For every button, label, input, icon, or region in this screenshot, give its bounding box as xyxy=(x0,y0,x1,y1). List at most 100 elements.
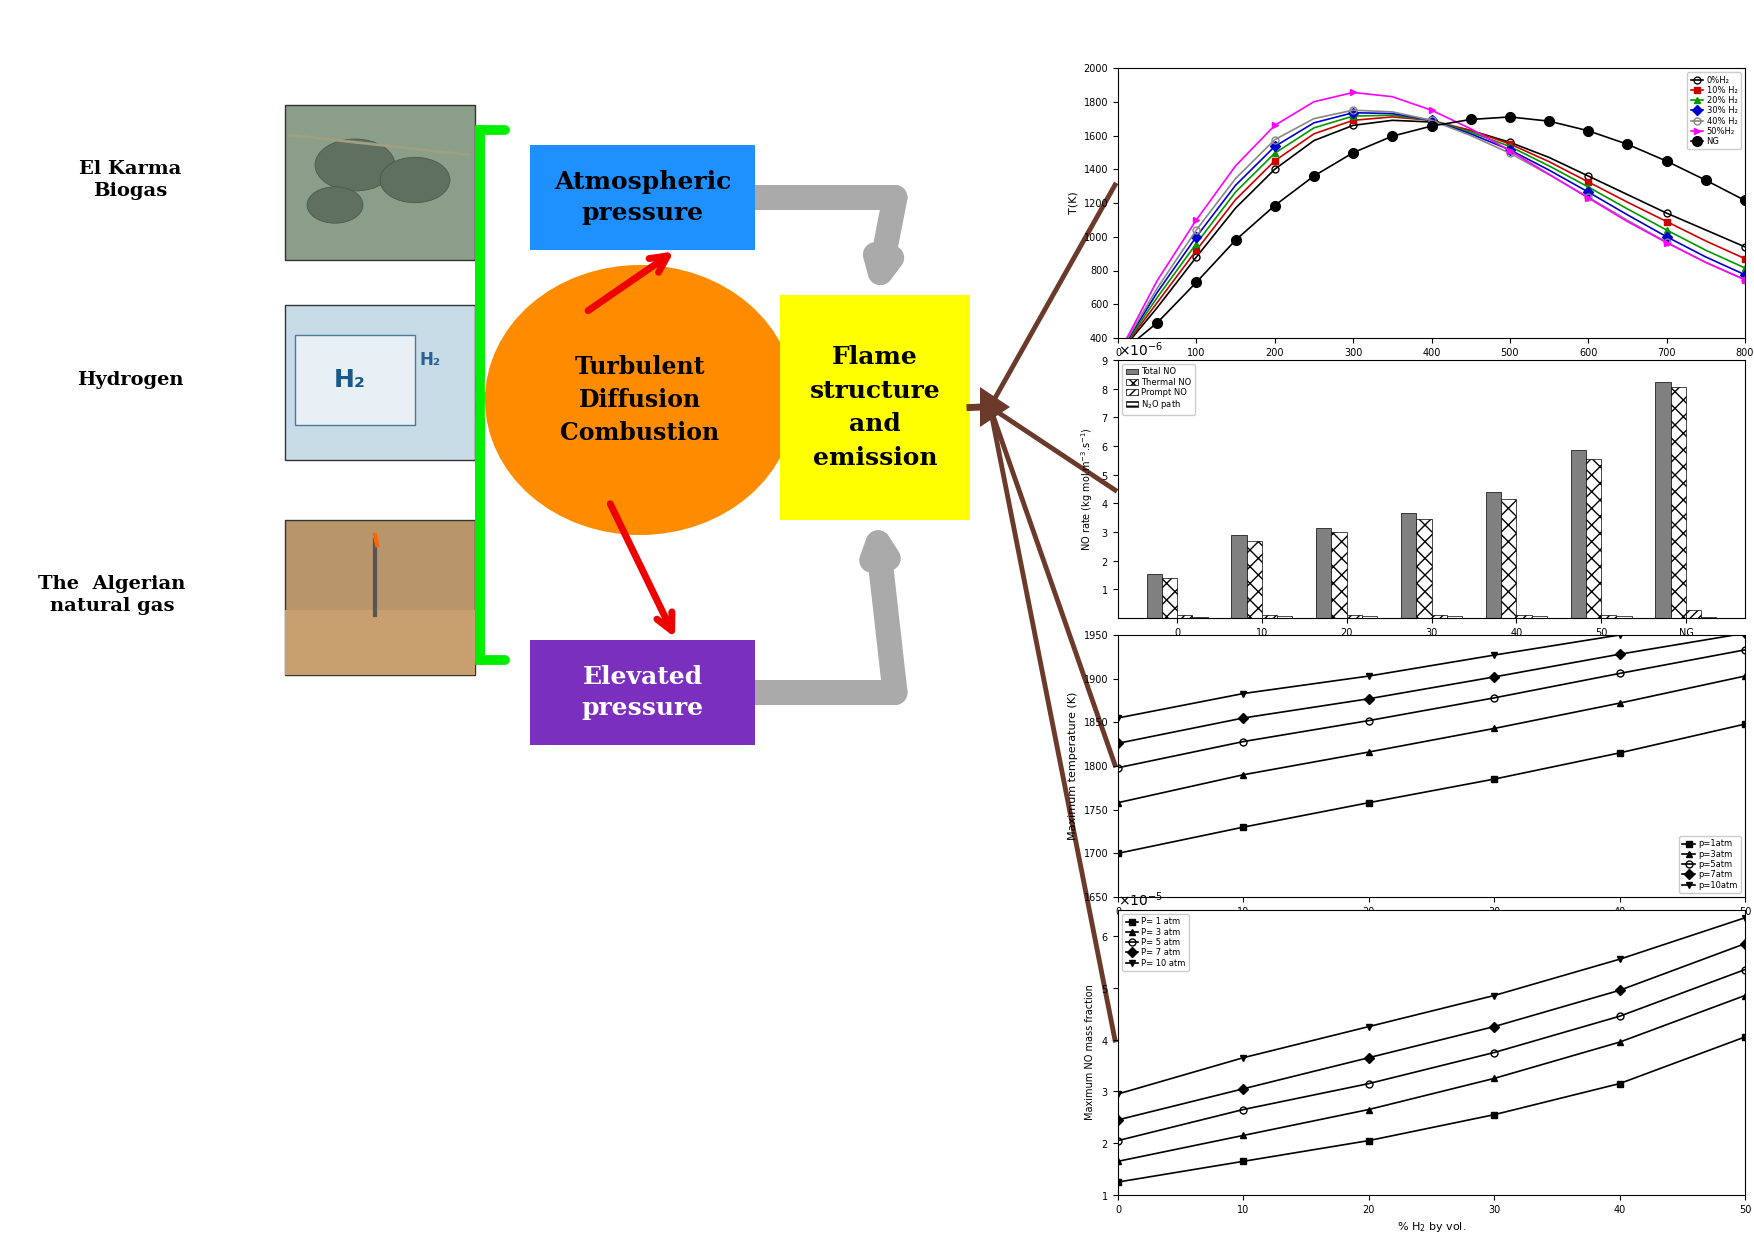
0%H₂ xyxy=(1303,133,1324,148)
20% H₂ xyxy=(1382,108,1403,123)
20% H₂ xyxy=(1107,347,1128,362)
Line: NG: NG xyxy=(1114,112,1750,360)
Ellipse shape xyxy=(307,187,363,223)
p=10atm xyxy=(1358,668,1379,683)
p=1atm xyxy=(1107,846,1128,861)
50%H₂ xyxy=(1500,144,1521,159)
30% H₂ xyxy=(1656,229,1677,244)
P= 7 atm xyxy=(1358,1050,1379,1065)
30% H₂ xyxy=(1224,177,1245,192)
40% H₂ xyxy=(1735,273,1754,288)
Text: El Karma
Biogas: El Karma Biogas xyxy=(79,160,181,200)
Bar xyxy=(284,520,475,675)
20% H₂ xyxy=(1579,180,1600,195)
p=3atm xyxy=(1735,668,1754,683)
Line: 30% H₂: 30% H₂ xyxy=(1114,109,1749,358)
p=5atm xyxy=(1107,760,1128,775)
20% H₂ xyxy=(1303,120,1324,135)
NG xyxy=(1265,198,1286,213)
40% H₂ xyxy=(1224,171,1245,186)
NG xyxy=(1735,193,1754,208)
p=7atm xyxy=(1608,647,1629,662)
50%H₂ xyxy=(1303,94,1324,109)
NG xyxy=(1538,114,1559,129)
Line: 50%H₂: 50%H₂ xyxy=(1114,89,1749,358)
Legend: P= 1 atm, P= 3 atm, P= 5 atm, P= 7 atm, P= 10 atm: P= 1 atm, P= 3 atm, P= 5 atm, P= 7 atm, … xyxy=(1123,914,1189,971)
NG xyxy=(1421,119,1442,134)
p=7atm xyxy=(1484,670,1505,684)
P= 10 atm xyxy=(1233,1050,1254,1065)
30% H₂ xyxy=(1617,207,1638,222)
30% H₂ xyxy=(1107,347,1128,362)
50%H₂ xyxy=(1617,215,1638,229)
P= 5 atm xyxy=(1484,1045,1505,1060)
Bar xyxy=(284,105,475,260)
Bar xyxy=(1361,616,1377,618)
p=1atm xyxy=(1735,717,1754,732)
NG xyxy=(1342,145,1363,160)
NG xyxy=(1696,172,1717,187)
20% H₂ xyxy=(1421,113,1442,128)
10% H₂ xyxy=(1382,109,1403,124)
0%H₂ xyxy=(1538,150,1559,165)
NG xyxy=(1303,169,1324,184)
10% H₂ xyxy=(1617,195,1638,210)
10% H₂ xyxy=(1459,123,1480,138)
Bar xyxy=(1401,513,1415,618)
50%H₂ xyxy=(1579,191,1600,206)
p=10atm xyxy=(1107,711,1128,725)
Text: Elevated
pressure: Elevated pressure xyxy=(581,665,703,720)
50%H₂ xyxy=(1186,212,1207,227)
Text: Flame
structure
and
emission: Flame structure and emission xyxy=(810,345,940,470)
p=3atm xyxy=(1233,768,1254,782)
0%H₂ xyxy=(1186,249,1207,264)
30% H₂ xyxy=(1579,185,1600,200)
X-axis label: % H$_2$ by vol.: % H$_2$ by vol. xyxy=(1396,1220,1466,1234)
P= 3 atm xyxy=(1484,1071,1505,1086)
Line: P= 10 atm: P= 10 atm xyxy=(1114,914,1749,1097)
20% H₂ xyxy=(1617,201,1638,216)
30% H₂ xyxy=(1538,162,1559,177)
30% H₂ xyxy=(1735,268,1754,283)
P= 10 atm xyxy=(1608,952,1629,967)
p=3atm xyxy=(1484,720,1505,735)
p=7atm xyxy=(1735,626,1754,641)
p=10atm xyxy=(1735,610,1754,625)
10% H₂ xyxy=(1538,154,1559,169)
40% H₂ xyxy=(1265,133,1286,148)
Text: Atmospheric
pressure: Atmospheric pressure xyxy=(554,170,731,226)
Bar xyxy=(1486,492,1501,618)
Bar xyxy=(1231,534,1247,618)
Legend: Total NO, Thermal NO, Prompt NO, N$_2$O path: Total NO, Thermal NO, Prompt NO, N$_2$O … xyxy=(1123,365,1194,414)
20% H₂ xyxy=(1500,139,1521,154)
Bar xyxy=(1501,498,1515,618)
20% H₂ xyxy=(1656,222,1677,237)
Y-axis label: NO rate (kg mol.m$^{-3}$.s$^{-1}$): NO rate (kg mol.m$^{-3}$.s$^{-1}$) xyxy=(1079,427,1094,551)
20% H₂ xyxy=(1342,109,1363,124)
Line: P= 1 atm: P= 1 atm xyxy=(1114,1033,1749,1185)
Legend: p=1atm, p=3atm, p=5atm, p=7atm, p=10atm: p=1atm, p=3atm, p=5atm, p=7atm, p=10atm xyxy=(1679,836,1740,893)
20% H₂ xyxy=(1538,159,1559,174)
30% H₂ xyxy=(1421,113,1442,128)
10% H₂ xyxy=(1342,113,1363,128)
p=7atm xyxy=(1358,692,1379,707)
Bar xyxy=(530,145,754,250)
P= 3 atm xyxy=(1358,1102,1379,1117)
Polygon shape xyxy=(980,387,1010,427)
0%H₂ xyxy=(1421,114,1442,129)
50%H₂ xyxy=(1265,118,1286,133)
P= 7 atm xyxy=(1608,983,1629,998)
Bar xyxy=(1586,459,1601,618)
40% H₂ xyxy=(1147,280,1168,295)
30% H₂ xyxy=(1342,105,1363,120)
X-axis label: x(mm): x(mm) xyxy=(1414,363,1451,373)
Bar xyxy=(1277,616,1293,618)
P= 7 atm xyxy=(1107,1112,1128,1127)
P= 1 atm xyxy=(1484,1107,1505,1122)
P= 5 atm xyxy=(1107,1133,1128,1148)
P= 5 atm xyxy=(1608,1009,1629,1024)
0%H₂ xyxy=(1459,123,1480,138)
Bar xyxy=(1617,616,1631,618)
50%H₂ xyxy=(1735,273,1754,288)
10% H₂ xyxy=(1303,126,1324,141)
